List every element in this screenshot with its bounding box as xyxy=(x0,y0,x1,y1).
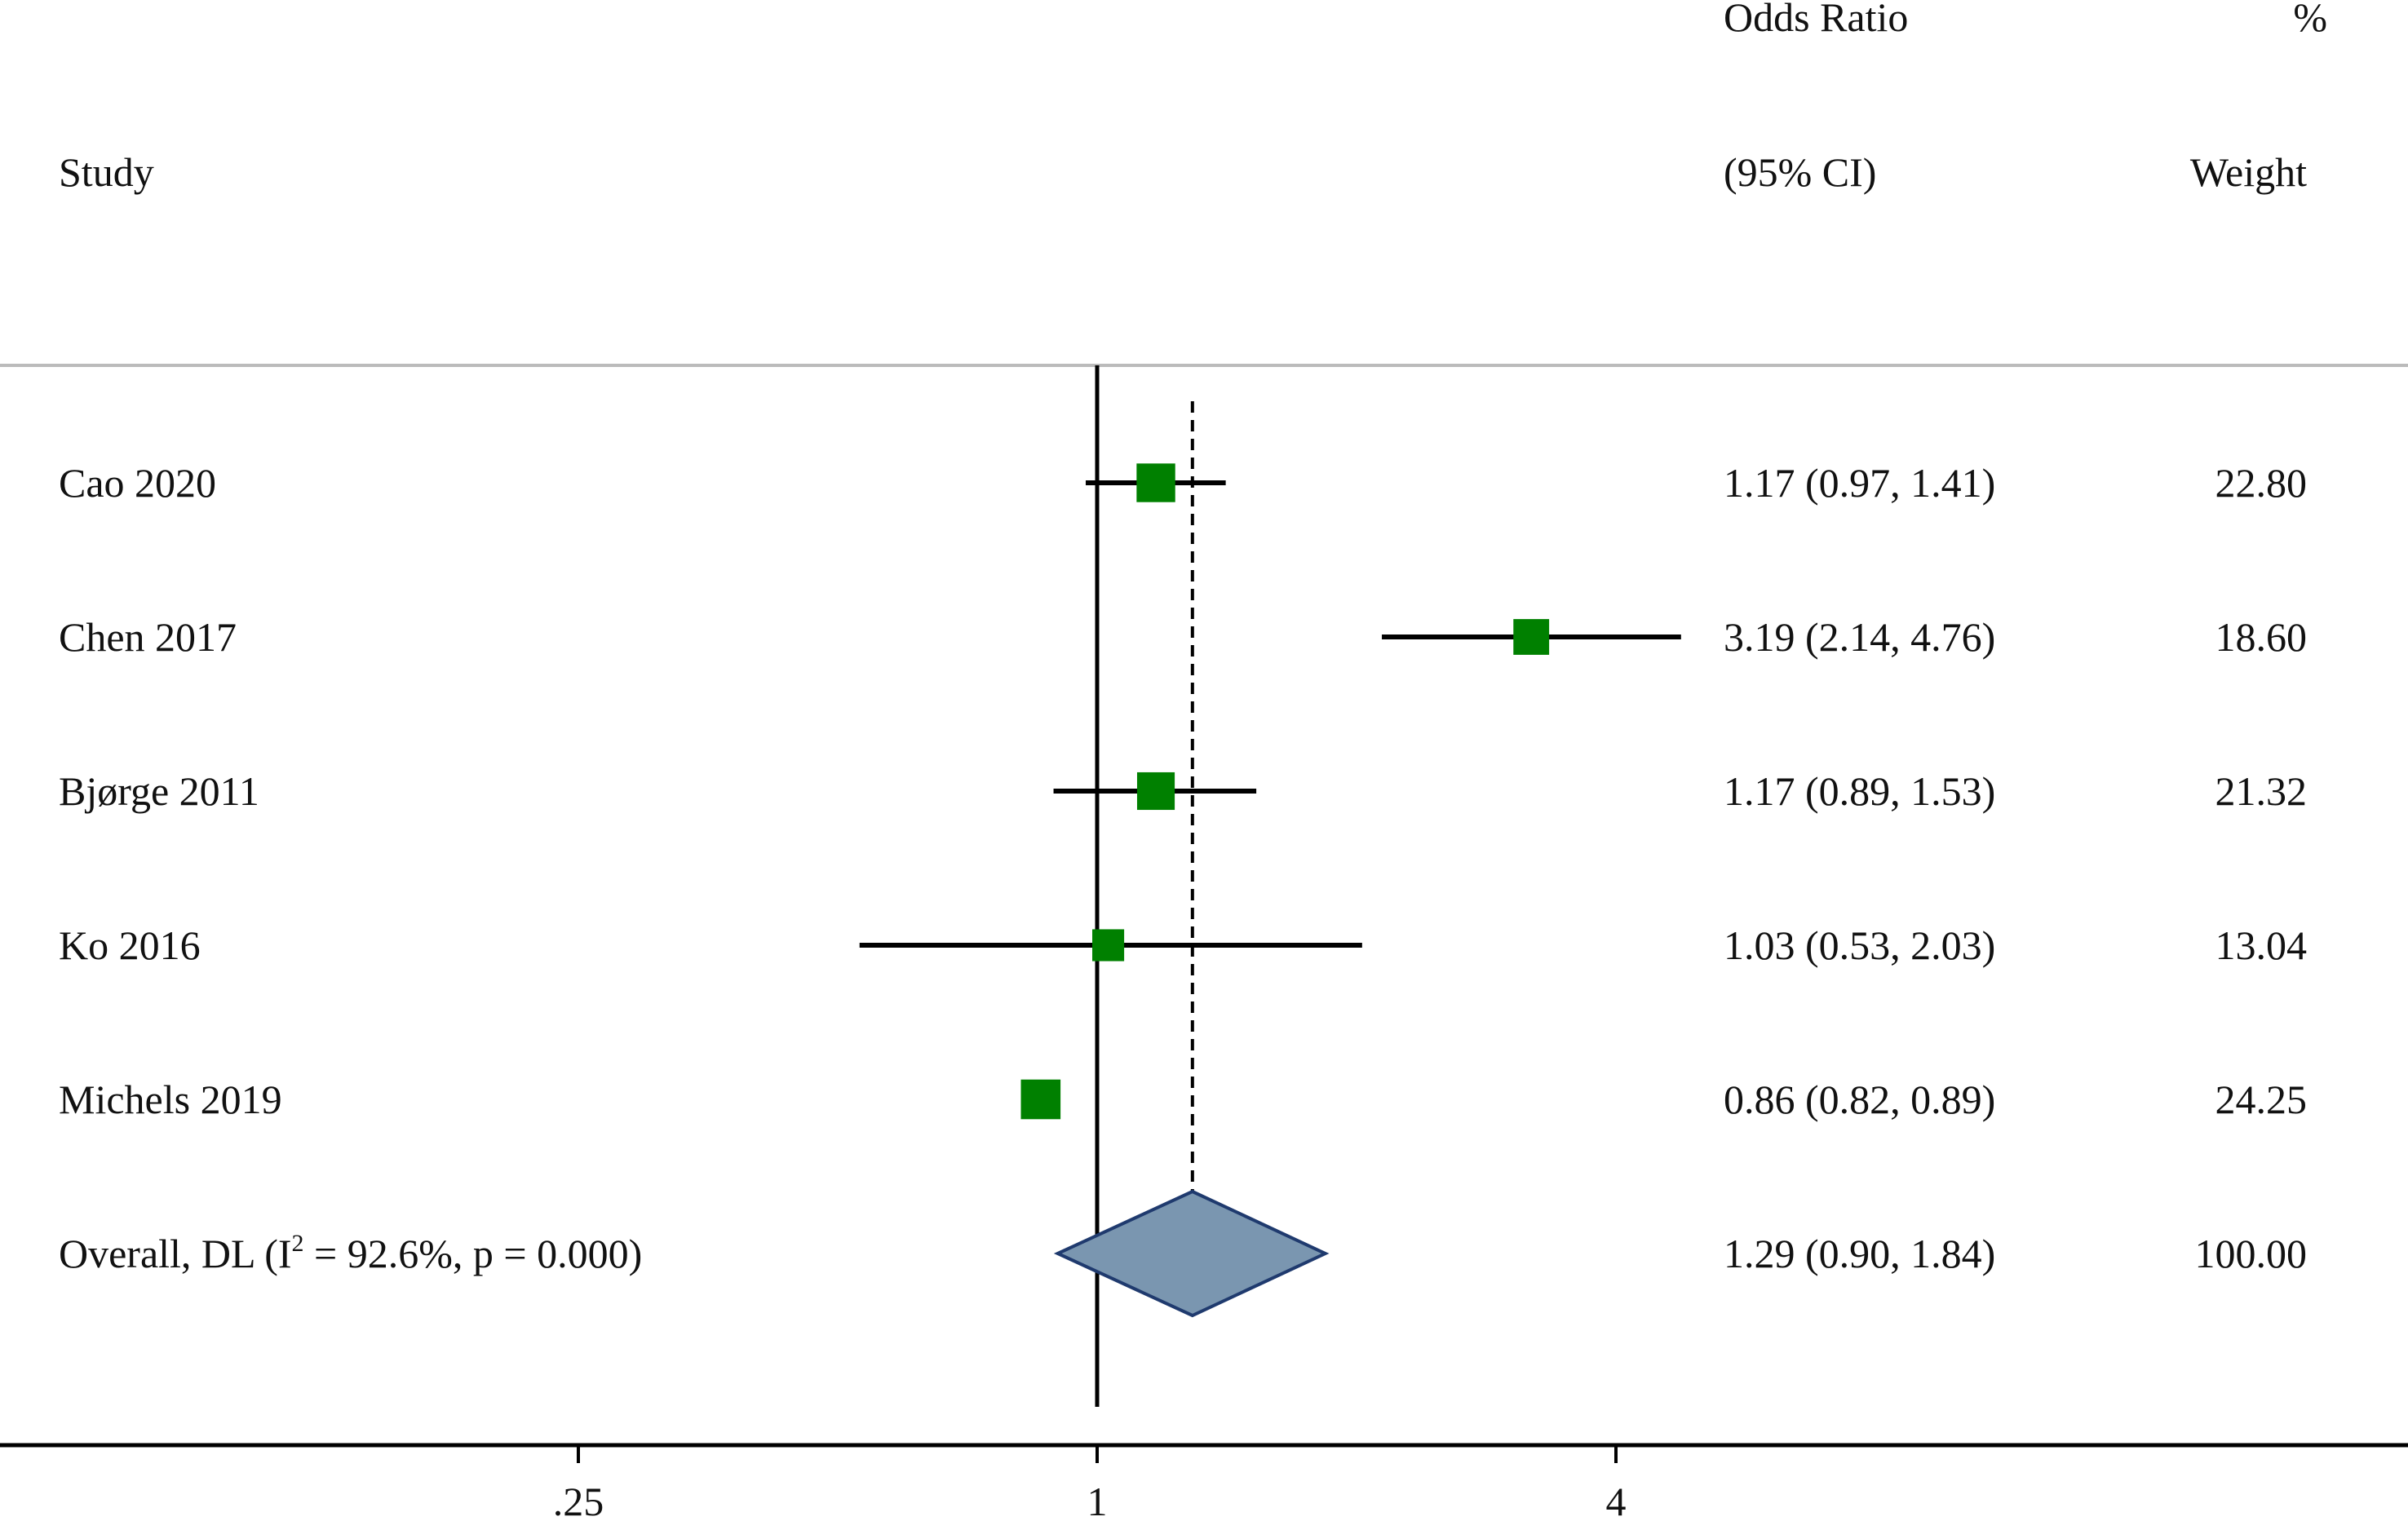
study-weight-value: 18.60 xyxy=(2215,614,2308,660)
x-tick-label: 4 xyxy=(1606,1479,1627,1521)
overall-weight-value: 100.00 xyxy=(2195,1231,2308,1276)
study-ci-value: 3.19 (2.14, 4.76) xyxy=(1724,614,1995,660)
study-weight-value: 24.25 xyxy=(2215,1077,2308,1122)
x-tick-label: .25 xyxy=(553,1479,604,1521)
study-name: Chen 2017 xyxy=(59,614,237,660)
header-ci: (95% CI) xyxy=(1724,149,1876,195)
study-rows: Cao 2020 1.17 (0.97, 1.41) 22.80 Chen 2017 3… xyxy=(59,460,2307,1276)
header-odds-ratio: Odds Ratio xyxy=(1724,0,1908,40)
study-name: Ko 2016 xyxy=(59,922,201,968)
header-study: Study xyxy=(59,149,154,195)
study-name: Michels 2019 xyxy=(59,1077,282,1122)
study-ci-value: 1.03 (0.53, 2.03) xyxy=(1724,922,1995,968)
study-marker xyxy=(1136,463,1175,502)
study-marker xyxy=(1092,929,1125,962)
overall-diamond xyxy=(1053,1189,1330,1318)
study-ci-value: 0.86 (0.82, 0.89) xyxy=(1724,1077,1995,1122)
header-weight: Weight xyxy=(2190,149,2307,195)
study-marker xyxy=(1020,1079,1061,1120)
overall-label: Overall, DL (I2 = 92.6%, p = 0.000) xyxy=(59,1230,642,1276)
study-weight-value: 21.32 xyxy=(2215,768,2308,814)
study-weight-value: 22.80 xyxy=(2215,460,2308,506)
study-marker xyxy=(1136,772,1175,811)
header-percent: % xyxy=(2293,0,2327,40)
x-axis-ticks: .25 1 4 xyxy=(553,1445,1627,1521)
x-tick-label: 1 xyxy=(1087,1479,1108,1521)
study-weight-value: 13.04 xyxy=(2215,922,2308,968)
study-name: Bjørge 2011 xyxy=(59,768,259,814)
study-ci-value: 1.17 (0.89, 1.53) xyxy=(1724,768,1995,814)
chart-marks xyxy=(859,365,1681,1407)
study-marker xyxy=(1513,619,1550,655)
study-name: Cao 2020 xyxy=(59,460,216,506)
overall-ci-value: 1.29 (0.90, 1.84) xyxy=(1724,1231,1995,1276)
study-ci-value: 1.17 (0.97, 1.41) xyxy=(1724,460,1995,506)
